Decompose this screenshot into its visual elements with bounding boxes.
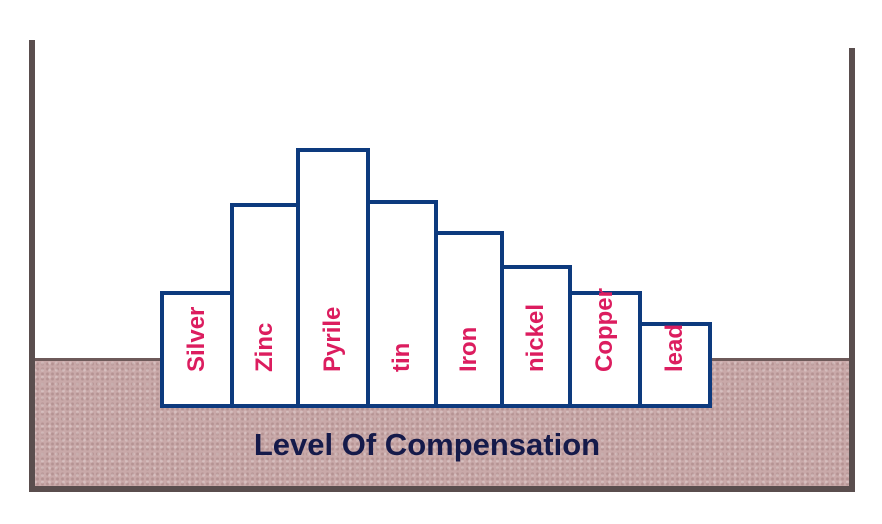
caption: Level Of Compensation [253, 427, 601, 462]
left-wall [29, 40, 35, 492]
block-label: nickel [522, 303, 549, 372]
block-zinc: Zinc [230, 203, 300, 408]
block-label: Copper [591, 288, 618, 372]
block-label: tin [388, 342, 415, 372]
block-label: Iron [455, 326, 482, 372]
block-nickel: nickel [500, 265, 572, 408]
block-label: Zinc [251, 322, 278, 372]
block-iron: Iron [434, 231, 504, 408]
container-bottom [29, 486, 855, 492]
right-wall [849, 48, 855, 492]
block-silver: Silver [160, 291, 234, 408]
block-lead: lead [638, 322, 712, 408]
block-label: lead [661, 323, 688, 372]
block-label: Silver [183, 306, 210, 372]
block-tin: tin [366, 200, 438, 408]
block-pyrile: Pyrile [296, 148, 370, 408]
block-copper: Copper [568, 288, 642, 408]
block-label: Pyrile [319, 306, 346, 372]
